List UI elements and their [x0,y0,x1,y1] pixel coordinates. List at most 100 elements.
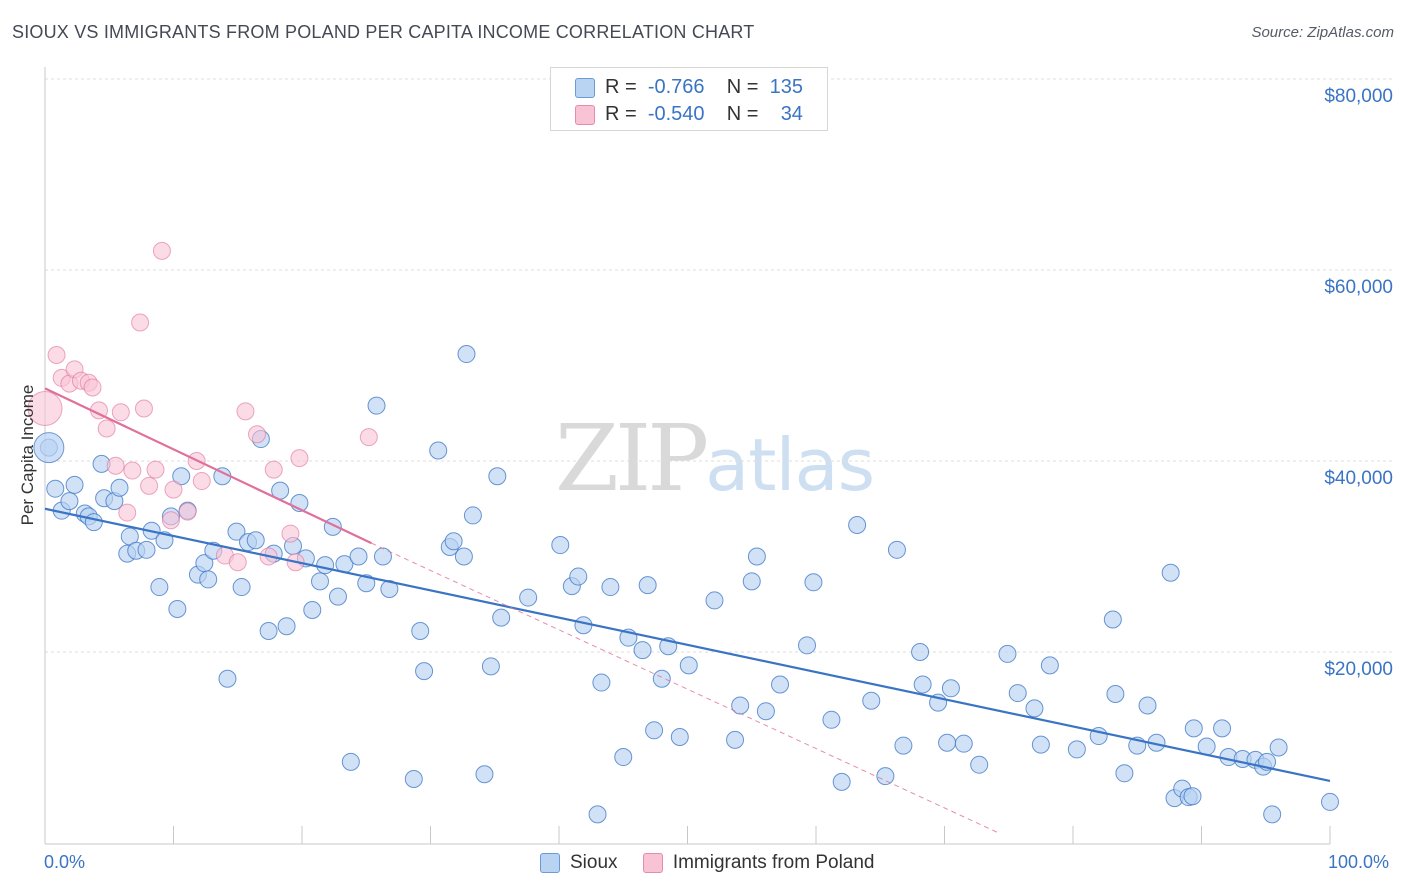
sioux-point [645,721,664,740]
sioux-point [998,644,1017,663]
sioux-point [551,536,570,555]
sioux-point [862,691,881,710]
poland-point [290,449,309,468]
sioux-point [218,669,237,688]
poland-swatch [575,104,595,125]
sioux-point [457,345,476,364]
sioux-point [411,621,430,640]
r-label: R = [605,103,637,125]
r-label: R = [605,76,637,98]
sioux-point [172,467,191,486]
sioux-point [876,767,895,786]
n-label: N = [726,76,759,98]
poland-point [192,472,211,491]
chart-title: SIOUX VS IMMIGRANTS FROM POLAND PER CAPI… [12,22,755,42]
poland-point [111,403,130,422]
sioux-point [110,478,129,497]
sioux-point [652,669,671,688]
sioux-point [519,588,538,607]
sioux-point [259,621,278,640]
poland-point [140,476,159,495]
sioux-point [1025,699,1044,718]
poland-point [123,461,142,480]
sioux-point [747,547,766,566]
watermark-zip: ZIP [555,405,709,512]
sioux-point [1008,684,1027,703]
poland-trend-extension [371,542,1000,834]
sioux-point [277,617,296,636]
sioux-point [316,556,335,575]
poland-point [27,390,63,426]
sioux-point [1138,696,1157,715]
poland-point [106,456,125,475]
poland-point [264,460,283,479]
sioux-point [168,600,187,619]
sioux-point [804,573,823,592]
sioux-point [1184,719,1203,738]
watermark-atlas: atlas [705,423,875,507]
sioux-point [1106,685,1125,704]
sioux-point [574,616,593,635]
sioux-point [232,578,251,597]
poland-point [118,503,137,522]
legend-item-sioux: Sioux [540,852,618,874]
sioux-point [1031,735,1050,754]
sioux-point [911,643,930,661]
sioux-point [756,702,775,721]
sioux-point [848,515,867,534]
sioux-point [1103,610,1122,629]
sioux-point [463,506,482,525]
sioux-point [46,479,65,498]
sioux-point [84,513,103,532]
poland-point [134,399,153,418]
sioux-point [670,727,689,746]
sioux-trend-line [44,507,1331,783]
correlation-legend: R = -0.766 N = 135 R = -0.540 N = 34 [550,67,828,131]
sioux-point [822,710,841,729]
sioux-point [601,578,620,597]
legend-row-poland: R = -0.540 N = 34 [575,103,803,127]
sioux-point [832,772,851,791]
y-tick-label-60000: $60,000 [1324,277,1393,298]
poland-point [164,480,183,499]
sioux-point [705,591,724,610]
y-tick-label-40000: $40,000 [1324,468,1393,489]
sioux-point [415,662,434,681]
sioux-point [60,492,79,511]
n-value: 34 [780,103,803,125]
sioux-point [357,574,376,593]
sioux-point [1183,787,1202,806]
sioux-point [894,736,913,755]
sioux-point [1213,719,1232,738]
sioux-swatch [540,852,560,873]
r-value: -0.540 [647,103,705,125]
sioux-point [938,733,957,752]
sioux-point [454,547,473,566]
poland-point [97,419,116,438]
sioux-point [941,679,960,698]
poland-point [131,313,150,332]
sioux-point [328,587,347,606]
poland-point [228,553,247,572]
watermark: ZIPatlas [555,405,875,512]
sioux-point [954,734,973,753]
sioux-point [679,656,698,675]
sioux-point [349,547,368,566]
poland-point [236,402,255,421]
sioux-point [633,641,652,660]
poland-point [359,428,378,447]
legend-item-poland: Immigrants from Poland [642,852,875,874]
poland-trend-line [44,387,372,545]
sioux-point [1269,738,1288,757]
x-tick-label-min: 0.0% [44,852,86,872]
sioux-point [429,441,448,460]
n-value: 135 [769,76,803,98]
sioux-point [970,755,989,774]
sioux-point [742,572,761,591]
sioux-point [137,540,156,559]
sioux-point [310,572,329,591]
sioux-point [367,396,386,415]
sioux-point [373,547,392,566]
legend-label-poland: Immigrants from Poland [672,852,875,873]
